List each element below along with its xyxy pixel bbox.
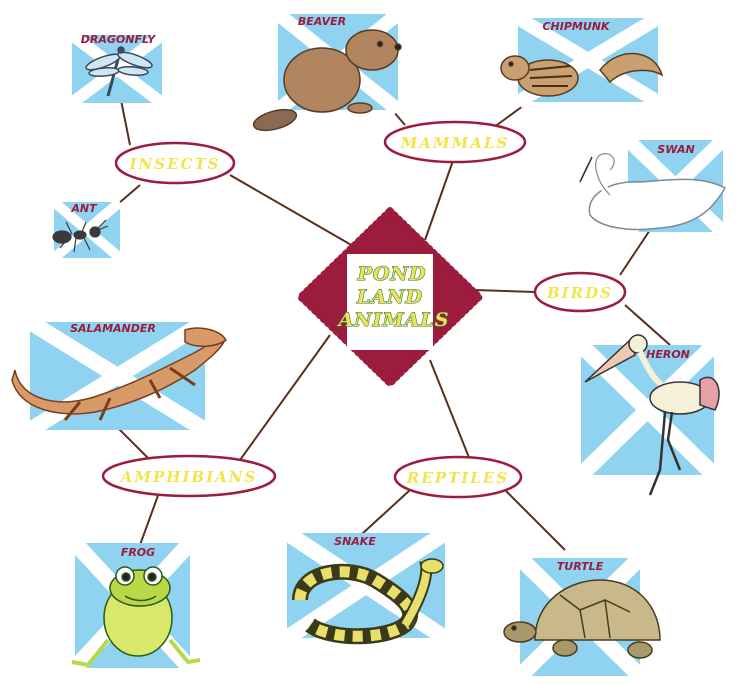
animal-label-turtle: TURTLE [557,560,604,573]
ant-icon [52,219,109,253]
center-title-line-3: ANIMALS [337,309,450,331]
category-amphibians-label: AMPHIBIANS [119,468,258,486]
animal-label-snake: SNAKE [334,535,376,548]
animal-tile-frog: FROG [69,537,201,674]
turtle-icon [503,579,661,659]
heron-icon [584,334,720,496]
category-reptiles-label: REPTILES [406,469,509,487]
category-reptiles: REPTILES [393,455,523,499]
animal-tile-ant: ANT [50,198,124,262]
animal-tile-heron: HERON [575,334,720,496]
swan-icon [579,150,727,231]
animal-label-heron: HERON [646,348,690,361]
animal-tile-snake: SNAKE [282,526,450,645]
category-insects: INSECTS [114,141,236,185]
animal-tile-dragonfly: DRAGONFLY [68,30,166,108]
beaver-icon [252,29,402,132]
animal-label-frog: FROG [121,546,155,559]
animal-tile-salamander: SALAMANDER [11,315,227,437]
salamander-icon [11,327,227,421]
animal-label-swan: SWAN [657,143,694,156]
animal-label-chipmunk: CHIPMUNK [542,20,611,33]
animal-tile-beaver: BEAVER [252,8,403,132]
frog-icon [71,566,201,668]
snake-icon [292,558,444,645]
category-birds: BIRDS [533,271,627,313]
animal-tile-turtle: TURTLE [503,552,661,682]
center-panel [347,254,433,350]
category-mammals: MAMMALS [383,120,527,164]
animal-label-ant: ANT [70,202,98,215]
dragonfly-icon [85,46,153,97]
chipmunk-icon [500,53,664,97]
center-title-line-1: POND [357,263,427,285]
animal-label-beaver: BEAVER [298,15,346,28]
animal-tile-chipmunk: CHIPMUNK [500,11,664,109]
category-insects-label: INSECTS [129,155,221,173]
center-node: POND LAND ANIMALS [295,205,485,389]
animal-label-dragonfly: DRAGONFLY [81,33,157,46]
animal-tile-swan: SWAN [579,134,728,238]
category-birds-label: BIRDS [546,284,613,302]
category-amphibians: AMPHIBIANS [101,454,277,498]
animal-label-salamander: SALAMANDER [70,322,156,335]
center-title-line-2: LAND [356,286,423,308]
category-mammals-label: MAMMALS [400,134,509,152]
